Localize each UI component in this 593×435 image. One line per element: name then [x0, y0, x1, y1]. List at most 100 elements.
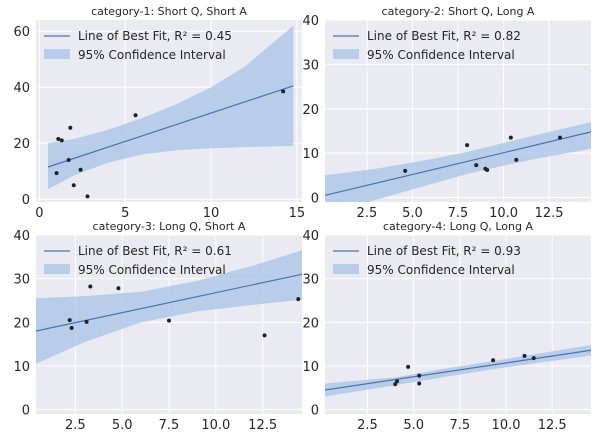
y-tick-label: 40 — [302, 14, 319, 29]
subplot-title-1: category-1: Short Q, Short A — [91, 5, 247, 18]
x-tick-label: 12.5 — [538, 418, 567, 433]
data-point — [71, 183, 76, 188]
subplot-1: 0 5 10 15 0 20 40 60 category-1: Short Q, Short … — [13, 5, 305, 221]
data-point — [59, 138, 64, 143]
data-point — [85, 194, 90, 199]
data-point — [54, 171, 59, 176]
data-point — [281, 89, 286, 94]
data-point — [522, 353, 527, 358]
x-tick-label: 15 — [289, 206, 306, 221]
legend-ci-label: 95% Confidence Interval — [78, 48, 226, 62]
data-point — [531, 356, 536, 361]
fit-line-2 — [325, 131, 591, 196]
data-point — [296, 297, 301, 302]
y-tick-label: 10 — [302, 360, 319, 375]
legend-ci-label: 95% Confidence Interval — [367, 263, 515, 277]
data-point — [406, 364, 411, 369]
data-point — [84, 319, 89, 324]
data-point — [262, 333, 267, 338]
data-point — [167, 318, 171, 323]
fit-line-4 — [325, 349, 591, 391]
y-tick-label: 30 — [13, 273, 30, 288]
subplot-title-2: category-2: Short Q, Long A — [382, 5, 535, 18]
y-tick-label: 40 — [13, 81, 30, 96]
y-tick-label: 10 — [302, 147, 319, 162]
y-tick-label: 40 — [302, 229, 319, 244]
data-point — [508, 135, 513, 140]
data-point — [395, 379, 400, 384]
legend-4: Line of Best Fit, R² = 0.93 95% Confidenc… — [333, 244, 521, 277]
subplot-3: 2.5 5.0 7.5 10.0 12.5 0 10 20 30 40 category-3: Lo… — [13, 220, 302, 433]
x-tick-label: 10.0 — [201, 418, 230, 433]
x-tick-label: 12.5 — [248, 418, 277, 433]
data-point — [88, 284, 93, 289]
data-point — [56, 137, 61, 141]
legend-ci-swatch — [333, 49, 359, 59]
y-tick-label: 0 — [22, 404, 30, 419]
data-point — [417, 381, 422, 386]
data-point — [67, 318, 72, 323]
subplot-title-3: category-3: Long Q, Short A — [93, 220, 246, 233]
subplot-title-4: category-4: Long Q, Long A — [383, 220, 533, 233]
data-point — [116, 286, 121, 291]
y-tick-label: 60 — [13, 25, 30, 40]
data-point — [485, 168, 490, 173]
data-point — [68, 125, 73, 130]
fit-line-1 — [47, 85, 294, 168]
legend-ci-label: 95% Confidence Interval — [367, 48, 515, 62]
legend-ci-swatch — [44, 264, 70, 274]
confidence-band-3 — [36, 250, 302, 364]
legend-ci-label: 95% Confidence Interval — [78, 263, 226, 277]
x-tick-label: 2.5 — [65, 418, 86, 433]
subplot-4: 2.5 5.0 7.5 10.0 12.5 0 10 20 30 40 category-4: Lo… — [302, 220, 591, 433]
x-tick-label: 7.5 — [159, 418, 180, 433]
y-tick-label: 0 — [311, 192, 319, 207]
x-tick-label: 10.0 — [492, 418, 521, 433]
y-tick-label: 40 — [13, 229, 30, 244]
x-tick-label: 5 — [121, 206, 129, 221]
legend-fit-label: Line of Best Fit, R² = 0.61 — [78, 244, 232, 258]
y-tick-label: 20 — [13, 137, 30, 152]
confidence-band-2 — [325, 122, 591, 202]
y-tick-label: 30 — [302, 58, 319, 73]
confidence-band-1 — [48, 25, 294, 190]
legend-fit-label: Line of Best Fit, R² = 0.82 — [367, 29, 521, 43]
data-point — [133, 113, 138, 118]
x-tick-label: 5.0 — [402, 206, 423, 221]
y-tick-label: 20 — [302, 316, 319, 331]
data-point — [491, 358, 496, 363]
x-tick-label: 5.0 — [403, 418, 424, 433]
y-tick-label: 30 — [302, 273, 319, 288]
legend-fit-label: Line of Best Fit, R² = 0.93 — [367, 244, 521, 258]
x-tick-label: 7.5 — [450, 418, 471, 433]
y-tick-label: 20 — [13, 316, 30, 331]
fit-line-3 — [36, 273, 302, 332]
legend-1: Line of Best Fit, R² = 0.45 95% Confidenc… — [44, 29, 232, 62]
y-tick-label: 20 — [302, 103, 319, 118]
y-tick-label: 0 — [311, 404, 319, 419]
x-tick-label: 7.5 — [448, 206, 469, 221]
legend-2: Line of Best Fit, R² = 0.82 95% Confidenc… — [333, 29, 521, 62]
data-point — [474, 163, 479, 168]
y-tick-label: 10 — [13, 360, 30, 375]
x-tick-label: 0 — [35, 206, 43, 221]
data-point — [558, 135, 563, 140]
legend-3: Line of Best Fit, R² = 0.61 95% Confidenc… — [44, 244, 232, 277]
data-point — [417, 373, 422, 378]
legend-ci-swatch — [333, 264, 359, 274]
x-tick-label: 5.0 — [112, 418, 133, 433]
x-tick-label: 10.0 — [489, 206, 518, 221]
data-point — [66, 158, 71, 162]
x-tick-label: 2.5 — [357, 418, 378, 433]
legend-fit-label: Line of Best Fit, R² = 0.45 — [78, 29, 232, 43]
data-point — [78, 167, 83, 172]
data-point — [69, 325, 74, 330]
data-point — [393, 382, 398, 387]
subplot-2: 2.5 5.0 7.5 10.0 12.5 0 10 20 30 40 category-2: Sh… — [302, 5, 591, 221]
data-point — [403, 168, 408, 173]
x-tick-label: 2.5 — [357, 206, 378, 221]
legend-ci-swatch — [44, 49, 70, 59]
data-point — [514, 157, 519, 162]
x-tick-label: 10 — [203, 206, 220, 221]
